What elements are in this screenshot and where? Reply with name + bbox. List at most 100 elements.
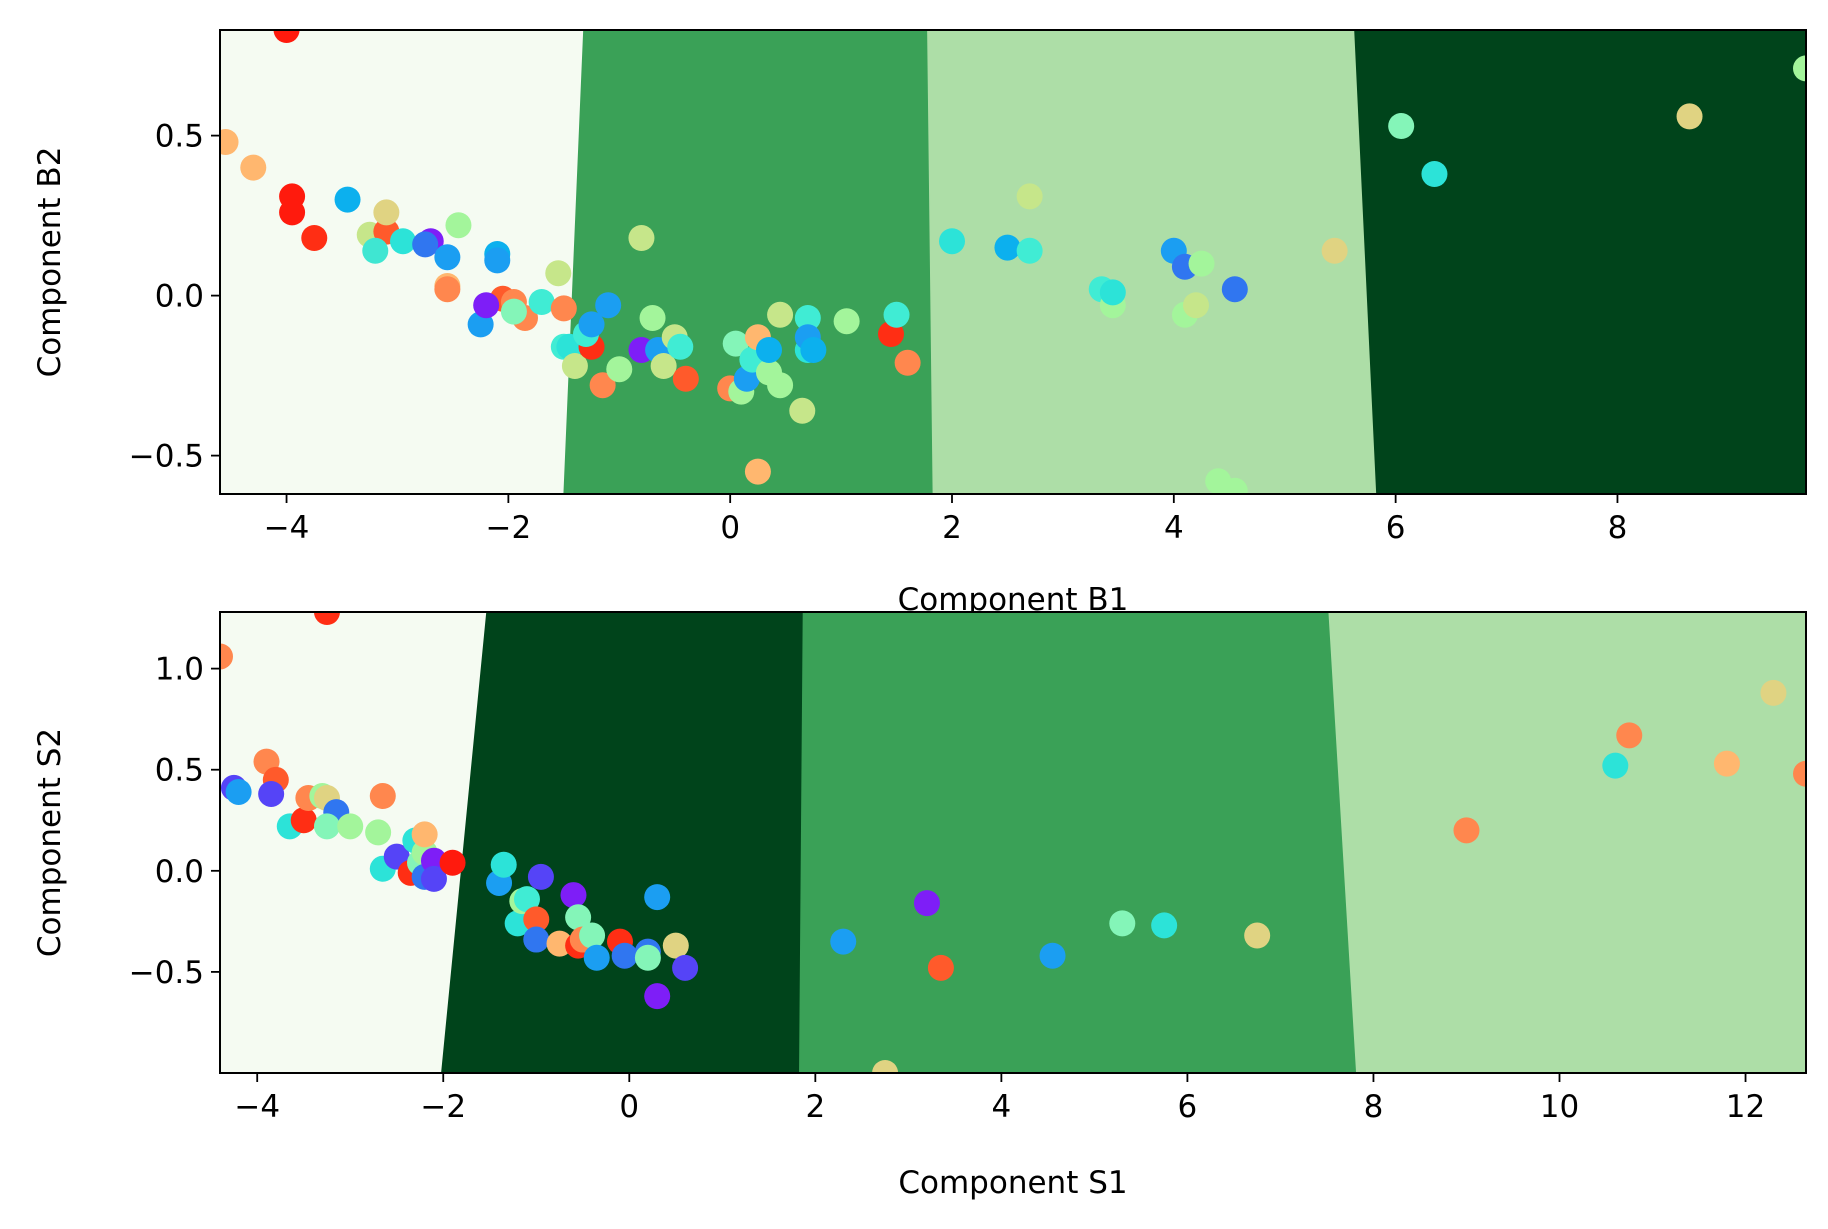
decision-region-2 bbox=[563, 30, 934, 494]
x-tick-label: −2 bbox=[486, 510, 532, 546]
scatter-point bbox=[1244, 922, 1271, 949]
scatter-point bbox=[527, 863, 554, 890]
scatter-point bbox=[595, 292, 622, 319]
x-tick-label: −4 bbox=[234, 1089, 280, 1125]
scatter-point bbox=[644, 884, 671, 911]
scatter-point bbox=[1099, 279, 1126, 306]
axes-frame bbox=[219, 29, 1807, 495]
decision-region-3 bbox=[927, 30, 1378, 494]
scatter-point bbox=[1321, 237, 1348, 264]
y-tick-label: 0.0 bbox=[155, 854, 204, 890]
scatter-point bbox=[767, 372, 794, 399]
y-tick-label: 1.0 bbox=[155, 652, 204, 688]
x-axis-label: Component S1 bbox=[898, 1165, 1127, 1201]
scatter-point bbox=[1602, 752, 1629, 779]
scatter-point bbox=[313, 813, 340, 840]
scatter-point bbox=[445, 212, 472, 239]
x-tick-label: 6 bbox=[1386, 510, 1406, 546]
scatter-point bbox=[301, 225, 328, 251]
scatter-point bbox=[611, 942, 638, 969]
scatter-point bbox=[523, 926, 550, 953]
scatter-point bbox=[390, 228, 416, 255]
scatter-point bbox=[365, 819, 392, 846]
scatter-point bbox=[872, 1060, 899, 1073]
scatter-point bbox=[1388, 113, 1415, 139]
scatter-point bbox=[589, 372, 616, 399]
scatter-point bbox=[313, 612, 340, 625]
scatter-point bbox=[606, 356, 633, 383]
scatter-point bbox=[1221, 276, 1248, 303]
scatter-point bbox=[290, 807, 317, 834]
scatter-point bbox=[240, 154, 267, 181]
scatter-point bbox=[373, 199, 400, 226]
scatter-point bbox=[258, 780, 285, 807]
scatter-point bbox=[830, 928, 857, 955]
scatter-point bbox=[560, 882, 587, 909]
x-tick-label: 2 bbox=[805, 1089, 825, 1125]
plot-area bbox=[220, 612, 1806, 1073]
scatter-point bbox=[473, 292, 500, 319]
scatter-point bbox=[220, 643, 233, 670]
scatter-point bbox=[883, 301, 910, 328]
scatter-point bbox=[1616, 722, 1643, 749]
scatter-point bbox=[927, 954, 954, 981]
y-axis-label: Component S2 bbox=[32, 728, 68, 957]
decision-region-2 bbox=[441, 612, 804, 1073]
scatter-point bbox=[939, 228, 965, 255]
scatter-point bbox=[1151, 912, 1178, 939]
x-tick-label: −4 bbox=[264, 510, 310, 546]
scatter-point bbox=[334, 186, 361, 213]
scatter-point bbox=[220, 129, 239, 155]
y-axis-label: Component B2 bbox=[32, 147, 68, 378]
bottom-subplot: −4 −2 0 2 4 6 8 10 12 −0.5 0.0 0.5 1.0 Component S1 Co… bbox=[32, 611, 1807, 1201]
scatter-point bbox=[434, 244, 461, 271]
scatter-point bbox=[639, 305, 666, 331]
scatter-point bbox=[650, 353, 677, 379]
scatter-point bbox=[1016, 237, 1043, 264]
scatter-point bbox=[800, 337, 827, 363]
scatter-point bbox=[1183, 292, 1209, 319]
scatter-point bbox=[273, 30, 300, 43]
y-tick-label: −0.5 bbox=[129, 955, 204, 991]
scatter-point bbox=[1713, 750, 1740, 777]
decision-region-3 bbox=[799, 612, 1358, 1073]
scatter-point bbox=[667, 333, 694, 360]
scatter-point bbox=[644, 983, 671, 1010]
scatter-point bbox=[894, 349, 921, 376]
scatter-point bbox=[1453, 817, 1480, 844]
scatter-point bbox=[439, 849, 466, 876]
decision-region-1 bbox=[220, 30, 585, 494]
scatter-point bbox=[744, 458, 771, 485]
scatter-point bbox=[412, 231, 439, 258]
scatter-point bbox=[1109, 910, 1136, 937]
x-tick-label: 4 bbox=[1164, 510, 1184, 546]
scatter-point bbox=[545, 260, 572, 287]
scatter-point bbox=[225, 778, 252, 805]
scatter-point bbox=[1793, 760, 1806, 787]
x-tick-label: 10 bbox=[1540, 1089, 1579, 1125]
scatter-point bbox=[1016, 183, 1043, 210]
axes-frame bbox=[219, 611, 1807, 1074]
scatter-point bbox=[1039, 942, 1066, 969]
scatter-point bbox=[420, 865, 447, 892]
scatter-point bbox=[369, 782, 396, 809]
scatter-point bbox=[513, 886, 540, 913]
x-tick-label: 2 bbox=[942, 510, 962, 546]
x-tick-label: 0 bbox=[619, 1089, 639, 1125]
scatter-point bbox=[411, 821, 438, 848]
scatter-point bbox=[490, 851, 517, 878]
scatter-point bbox=[634, 944, 661, 971]
decision-region-1 bbox=[220, 612, 488, 1073]
scatter-point bbox=[672, 365, 699, 392]
scatter-point bbox=[578, 311, 605, 338]
scatter-point bbox=[1188, 250, 1215, 277]
scatter-point bbox=[1421, 161, 1448, 187]
scatter-point bbox=[561, 353, 588, 379]
scatter-point bbox=[722, 330, 749, 357]
scatter-point bbox=[662, 932, 689, 959]
scatter-point bbox=[337, 813, 364, 840]
scatter-point bbox=[583, 944, 610, 971]
scatter-point bbox=[579, 922, 606, 949]
scatter-point bbox=[1760, 679, 1787, 706]
